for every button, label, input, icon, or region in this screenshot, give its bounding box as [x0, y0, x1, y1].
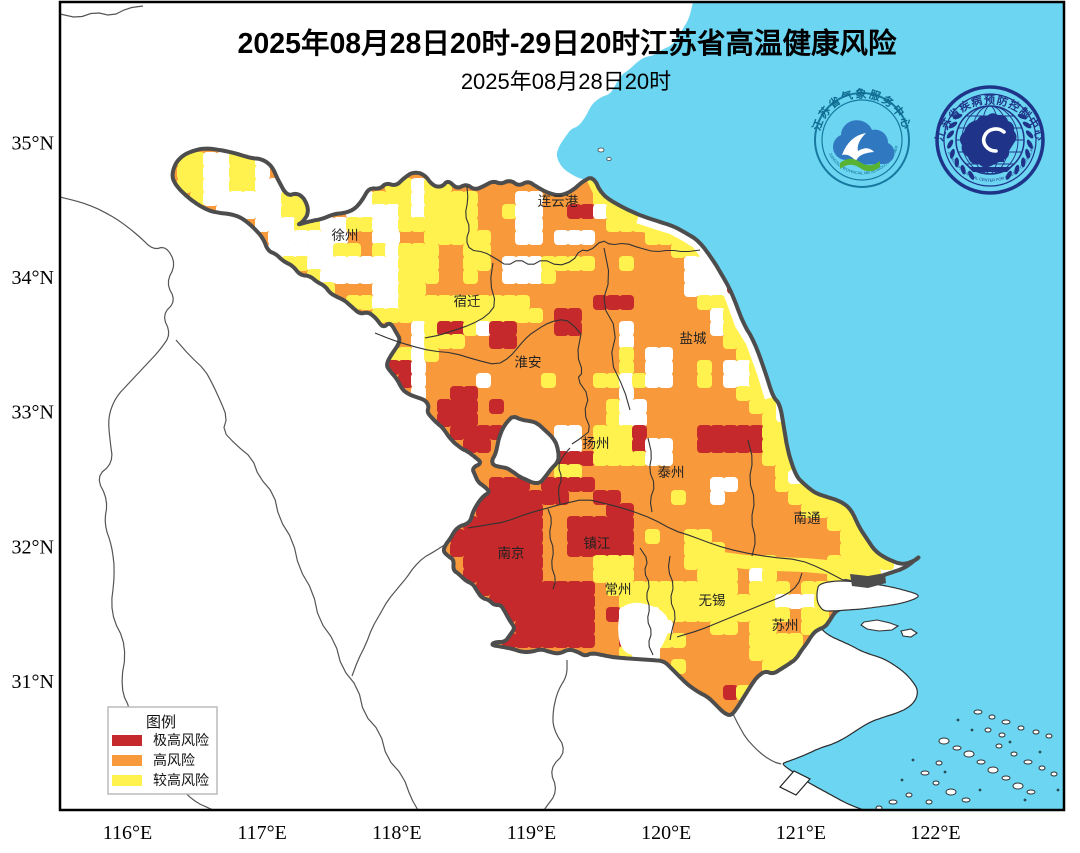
svg-text:2025年08月28日20时: 2025年08月28日20时 — [461, 69, 671, 94]
svg-text:苏州: 苏州 — [772, 618, 799, 633]
svg-text:泰州: 泰州 — [658, 465, 685, 480]
svg-text:图例: 图例 — [146, 714, 176, 731]
svg-text:无锡: 无锡 — [699, 593, 726, 608]
svg-text:33°N: 33°N — [12, 402, 54, 424]
svg-text:117°E: 117°E — [237, 822, 286, 844]
svg-text:常州: 常州 — [605, 582, 632, 597]
svg-text:徐州: 徐州 — [332, 228, 359, 243]
svg-text:121°E: 121°E — [776, 822, 826, 844]
svg-text:较高风险: 较高风险 — [153, 772, 209, 788]
svg-text:32°N: 32°N — [12, 536, 54, 558]
svg-text:118°E: 118°E — [372, 822, 421, 844]
svg-text:2025年08月28日20时-29日20时江苏省高温健康风险: 2025年08月28日20时-29日20时江苏省高温健康风险 — [238, 27, 897, 60]
svg-text:扬州: 扬州 — [583, 436, 610, 451]
svg-text:122°E: 122°E — [910, 822, 960, 844]
svg-text:宿迁: 宿迁 — [454, 293, 481, 309]
svg-text:南通: 南通 — [794, 511, 822, 526]
svg-text:镇江: 镇江 — [584, 536, 611, 551]
svg-text:淮安: 淮安 — [515, 355, 542, 370]
svg-text:35°N: 35°N — [12, 133, 54, 155]
svg-text:高风险: 高风险 — [153, 752, 195, 768]
svg-text:120°E: 120°E — [641, 822, 691, 844]
svg-text:116°E: 116°E — [103, 822, 152, 844]
svg-text:连云港: 连云港 — [538, 194, 579, 209]
svg-text:盐城: 盐城 — [680, 331, 708, 346]
svg-text:31°N: 31°N — [12, 671, 54, 693]
svg-text:极高风险: 极高风险 — [153, 732, 209, 748]
svg-text:34°N: 34°N — [12, 267, 54, 289]
svg-text:南京: 南京 — [498, 546, 525, 561]
svg-text:119°E: 119°E — [507, 822, 556, 844]
